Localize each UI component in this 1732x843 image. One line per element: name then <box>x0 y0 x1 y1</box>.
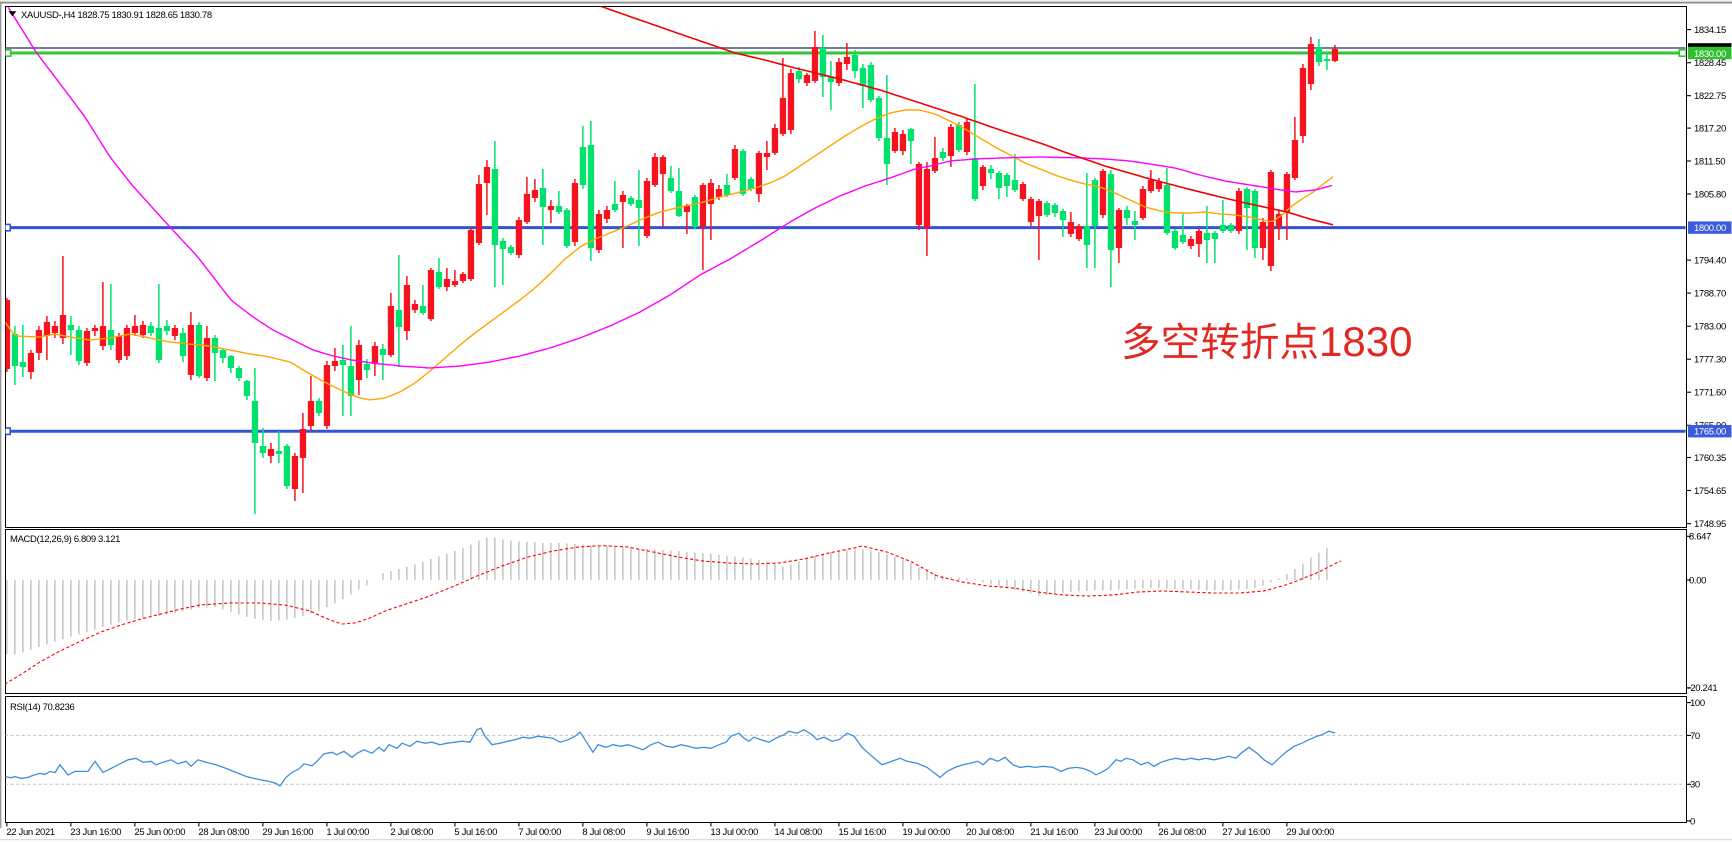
svg-text:8 Jul 08:00: 8 Jul 08:00 <box>582 827 625 838</box>
svg-text:25 Jun 00:00: 25 Jun 00:00 <box>134 827 185 838</box>
svg-text:2 Jul 08:00: 2 Jul 08:00 <box>390 827 433 838</box>
svg-text:MACD(12,26,9) 6.809 3.121: MACD(12,26,9) 6.809 3.121 <box>10 534 120 545</box>
svg-text:14 Jul 08:00: 14 Jul 08:00 <box>774 827 822 838</box>
svg-text:1805.80: 1805.80 <box>1694 189 1726 200</box>
svg-text:1754.65: 1754.65 <box>1694 486 1726 497</box>
svg-text:15 Jul 16:00: 15 Jul 16:00 <box>838 827 886 838</box>
svg-text:26 Jul 08:00: 26 Jul 08:00 <box>1158 827 1206 838</box>
svg-text:30: 30 <box>1690 780 1700 791</box>
svg-text:1834.15: 1834.15 <box>1694 25 1726 36</box>
svg-text:19 Jul 00:00: 19 Jul 00:00 <box>902 827 950 838</box>
svg-text:1800.00: 1800.00 <box>1694 223 1726 234</box>
svg-text:7 Jul 00:00: 7 Jul 00:00 <box>518 827 561 838</box>
svg-text:0.00: 0.00 <box>1689 575 1706 586</box>
svg-text:23 Jul 00:00: 23 Jul 00:00 <box>1094 827 1142 838</box>
svg-text:XAUUSD-,H4 1828.75 1830.91 18: XAUUSD-,H4 1828.75 1830.91 1828.65 1830.… <box>21 10 212 21</box>
svg-text:70: 70 <box>1690 731 1700 742</box>
svg-text:1830.00: 1830.00 <box>1694 49 1726 60</box>
svg-text:28 Jun 08:00: 28 Jun 08:00 <box>198 827 249 838</box>
svg-text:1765.00: 1765.00 <box>1694 427 1726 438</box>
svg-text:1830: 1830 <box>1319 318 1412 365</box>
svg-text:1 Jul 00:00: 1 Jul 00:00 <box>326 827 369 838</box>
svg-text:9 Jul 16:00: 9 Jul 16:00 <box>646 827 689 838</box>
svg-text:21 Jul 16:00: 21 Jul 16:00 <box>1030 827 1078 838</box>
svg-text:1777.30: 1777.30 <box>1694 355 1726 366</box>
svg-text:1748.95: 1748.95 <box>1694 519 1726 530</box>
svg-text:22 Jun 2021: 22 Jun 2021 <box>6 827 55 838</box>
svg-text:1771.60: 1771.60 <box>1694 388 1726 399</box>
svg-text:1788.70: 1788.70 <box>1694 289 1726 300</box>
svg-text:8.647: 8.647 <box>1689 532 1711 543</box>
svg-text:20 Jul 08:00: 20 Jul 08:00 <box>966 827 1014 838</box>
svg-text:100: 100 <box>1690 698 1705 709</box>
svg-text:1794.40: 1794.40 <box>1694 256 1726 267</box>
svg-text:1760.35: 1760.35 <box>1694 453 1726 464</box>
svg-text:29 Jun 16:00: 29 Jun 16:00 <box>262 827 313 838</box>
svg-text:-20.241: -20.241 <box>1688 683 1718 694</box>
svg-text:1828.45: 1828.45 <box>1694 58 1726 69</box>
svg-text:1811.50: 1811.50 <box>1694 156 1725 167</box>
svg-text:29 Jul 00:00: 29 Jul 00:00 <box>1286 827 1334 838</box>
svg-text:1817.20: 1817.20 <box>1694 124 1726 135</box>
svg-text:RSI(14) 70.8236: RSI(14) 70.8236 <box>10 702 75 713</box>
svg-text:1783.00: 1783.00 <box>1694 322 1726 333</box>
svg-text:27 Jul 16:00: 27 Jul 16:00 <box>1222 827 1270 838</box>
svg-text:23 Jun 16:00: 23 Jun 16:00 <box>70 827 121 838</box>
svg-text:5 Jul 16:00: 5 Jul 16:00 <box>454 827 497 838</box>
svg-text:13 Jul 00:00: 13 Jul 00:00 <box>710 827 758 838</box>
svg-text:0: 0 <box>1690 816 1695 827</box>
svg-text:1822.75: 1822.75 <box>1694 91 1726 102</box>
